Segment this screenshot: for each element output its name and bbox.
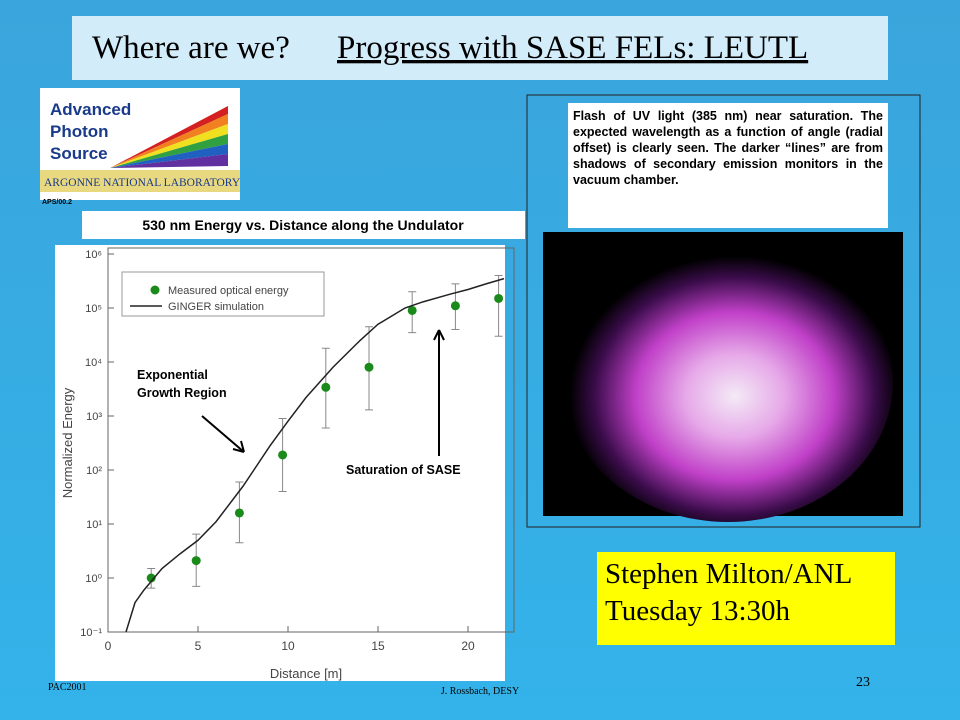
x-axis-label: Distance [m] xyxy=(270,666,342,681)
simulation-line xyxy=(125,277,505,633)
logo-text: Advanced xyxy=(50,100,131,119)
x-tick-label: 10 xyxy=(281,639,295,653)
data-point xyxy=(321,382,331,392)
x-tick-label: 20 xyxy=(461,639,475,653)
y-tick-label: 10² xyxy=(86,465,102,477)
y-tick-label: 10⁰ xyxy=(85,573,102,585)
arrow xyxy=(433,329,445,456)
photo-caption: Flash of UV light (385 nm) near saturati… xyxy=(568,103,888,228)
title-box xyxy=(72,16,888,80)
data-point xyxy=(450,301,460,311)
uv-flash xyxy=(563,242,893,522)
plot-frame xyxy=(107,247,515,633)
y-axis-label: Normalized Energy xyxy=(60,387,75,498)
page-number: 23 xyxy=(856,675,870,690)
footer-center: J. Rossbach, DESY xyxy=(441,686,519,697)
logo-text: Source xyxy=(50,144,108,163)
arrow xyxy=(201,415,245,453)
y-tick-label: 10³ xyxy=(86,411,102,423)
y-tick-label: 10⁻¹ xyxy=(80,627,102,639)
speaker-box: Stephen Milton/ANL Tuesday 13:30h xyxy=(597,552,895,645)
y-tick-label: 10⁶ xyxy=(85,249,102,261)
logo-text: Photon xyxy=(50,122,109,141)
footer-left: PAC2001 xyxy=(48,682,87,693)
title-underlined: Progress with SASE FELs: LEUTL xyxy=(337,30,808,66)
data-point xyxy=(146,573,156,583)
y-tick-label: 10⁴ xyxy=(85,357,102,369)
chart-title-box xyxy=(82,211,525,239)
logo: Advanced Photon Source ARGONNE NATIONAL … xyxy=(40,88,241,206)
logo-code: APS/00.2 xyxy=(42,199,72,206)
annotation: Exponential Growth Region xyxy=(137,368,227,400)
title-plain: Where are we? xyxy=(92,30,290,66)
plot-background xyxy=(55,245,505,681)
data-point xyxy=(407,305,417,315)
x-tick-label: 5 xyxy=(195,639,202,653)
data-point xyxy=(364,362,374,372)
legend-marker xyxy=(150,285,160,295)
photo-frame xyxy=(526,94,921,528)
x-tick-label: 0 xyxy=(105,639,112,653)
data-point xyxy=(494,293,504,303)
data-point xyxy=(278,450,288,460)
data-point xyxy=(191,556,201,566)
y-tick-label: 10¹ xyxy=(86,519,102,531)
legend-label: GINGER simulation xyxy=(168,301,264,313)
chart-title: 530 nm Energy vs. Distance along the Und… xyxy=(142,217,464,233)
speaker-time: Tuesday 13:30h xyxy=(605,595,791,627)
data-point xyxy=(234,508,244,518)
legend-label: Measured optical energy xyxy=(168,285,289,297)
plot: 10⁻¹ 10⁰ 10¹ 10² 10³ 10⁴ 10⁵ 10⁶ 0 5 10 15 20 Distanc… xyxy=(60,247,515,681)
annotation: Saturation of SASE xyxy=(346,463,461,477)
error-bar xyxy=(494,274,503,337)
speaker-name: Stephen Milton/ANL xyxy=(605,558,853,590)
y-tick-label: 10⁵ xyxy=(85,303,102,315)
logo-lab: ARGONNE NATIONAL LABORATORY xyxy=(44,177,241,189)
x-tick-label: 15 xyxy=(371,639,385,653)
